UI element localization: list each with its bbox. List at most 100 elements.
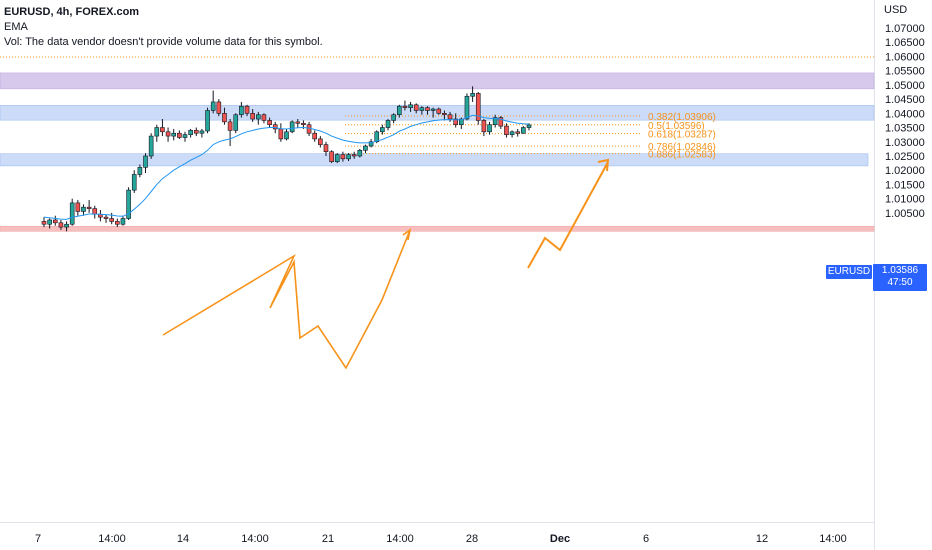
zone-blue-2 <box>0 153 869 167</box>
candle-47 <box>306 121 312 137</box>
time-tick-6: 28 <box>466 533 478 545</box>
candle-body <box>154 127 160 137</box>
candle-69 <box>430 107 436 118</box>
candle-16 <box>131 170 137 193</box>
candle-body <box>137 167 143 175</box>
ema-series <box>43 114 530 220</box>
candle-27 <box>193 127 199 137</box>
candle-body <box>284 131 289 140</box>
candle-body <box>312 132 317 140</box>
candle-37 <box>250 109 255 122</box>
supply-demand-zones <box>0 72 875 232</box>
candle-body <box>380 127 385 133</box>
price-tick-10: 1.02000 <box>885 165 925 177</box>
candle-30 <box>210 90 216 114</box>
candle-body <box>120 218 126 225</box>
candle-body <box>115 221 120 225</box>
bar-countdown: 47:50 <box>887 277 913 288</box>
candle-body <box>374 131 380 143</box>
candle-83 <box>509 130 515 138</box>
candle-66 <box>413 103 419 114</box>
candle-body <box>351 154 357 157</box>
candle-body <box>391 114 396 121</box>
candle-body <box>131 174 137 191</box>
candle-61 <box>385 119 391 131</box>
price-tick-11: 1.01500 <box>885 179 925 191</box>
fib-label-3: 0.786(1.02846) <box>648 142 716 153</box>
candle-65 <box>408 101 413 112</box>
candle-13 <box>115 218 120 228</box>
pattern-arrowhead <box>402 228 412 241</box>
candle-body <box>521 127 526 134</box>
last-price-badge: 1.03586 47:50 <box>873 264 927 291</box>
candle-35 <box>239 101 244 118</box>
candle-22 <box>165 127 171 142</box>
price-axis[interactable]: 1.07000 1.06500 1.06000 1.05500 1.05000 1.045… <box>885 23 925 220</box>
candle-29 <box>205 107 210 134</box>
candle-body <box>199 130 205 134</box>
candle-body <box>475 93 481 121</box>
candle-body <box>329 151 334 162</box>
candle-body <box>413 104 419 111</box>
candle-2 <box>52 215 58 226</box>
fib-label-4: 0.886(1.02583) <box>648 150 716 161</box>
candle-80 <box>492 114 498 128</box>
candle-15 <box>126 187 131 220</box>
ema-legend[interactable]: EMA <box>4 21 28 33</box>
candle-body <box>447 114 453 120</box>
candle-44 <box>289 120 295 134</box>
candle-1 <box>47 218 52 229</box>
candle-body <box>498 117 504 127</box>
candle-body <box>487 124 492 133</box>
candle-84 <box>515 128 521 137</box>
candle-body <box>193 130 199 134</box>
candle-82 <box>504 123 509 138</box>
candle-10 <box>98 210 103 222</box>
candle-body <box>504 125 509 135</box>
candle-body <box>430 108 436 111</box>
candle-body <box>509 131 515 135</box>
candle-body <box>250 113 255 120</box>
candle-34 <box>233 113 239 134</box>
time-tick-3: 14:00 <box>241 533 269 545</box>
pattern-path <box>162 229 411 370</box>
price-unit-label: USD <box>884 4 908 16</box>
projection-path <box>527 161 609 269</box>
candle-body <box>216 101 222 114</box>
candle-21 <box>160 119 165 137</box>
candle-body <box>318 138 323 145</box>
candle-body <box>52 219 58 224</box>
candle-body <box>396 105 402 116</box>
candle-body <box>470 93 475 97</box>
candle-7 <box>81 204 86 216</box>
candle-38 <box>256 111 261 125</box>
price-tick-2: 1.06000 <box>885 51 925 63</box>
fib-label-2: 0.618(1.03287) <box>648 130 716 141</box>
candle-64 <box>402 100 408 111</box>
time-tick-4: 21 <box>322 533 334 545</box>
candle-body <box>357 149 363 157</box>
candle-body <box>301 122 306 125</box>
zone-red-3 <box>0 225 875 232</box>
candle-24 <box>177 130 182 139</box>
fib-label-0: 0.382(1.03906) <box>648 112 716 123</box>
candle-85 <box>521 126 526 134</box>
candle-body <box>143 155 148 168</box>
candle-body <box>227 121 233 131</box>
candle-58 <box>368 138 374 148</box>
candle-body <box>182 134 188 138</box>
candle-62 <box>391 113 396 124</box>
time-axis[interactable]: 7 14:00 14 14:00 21 14:00 28 Dec 6 12 14:00 <box>35 533 847 545</box>
candle-body <box>47 219 52 225</box>
candle-40 <box>267 117 272 128</box>
candle-body <box>442 113 447 116</box>
candle-55 <box>351 151 357 159</box>
candle-31 <box>216 99 222 117</box>
candle-body <box>402 105 408 108</box>
candle-body <box>436 108 442 114</box>
candle-body <box>222 113 227 123</box>
time-tick-7: Dec <box>550 533 570 545</box>
candle-body <box>126 189 131 219</box>
candle-43 <box>284 128 289 141</box>
